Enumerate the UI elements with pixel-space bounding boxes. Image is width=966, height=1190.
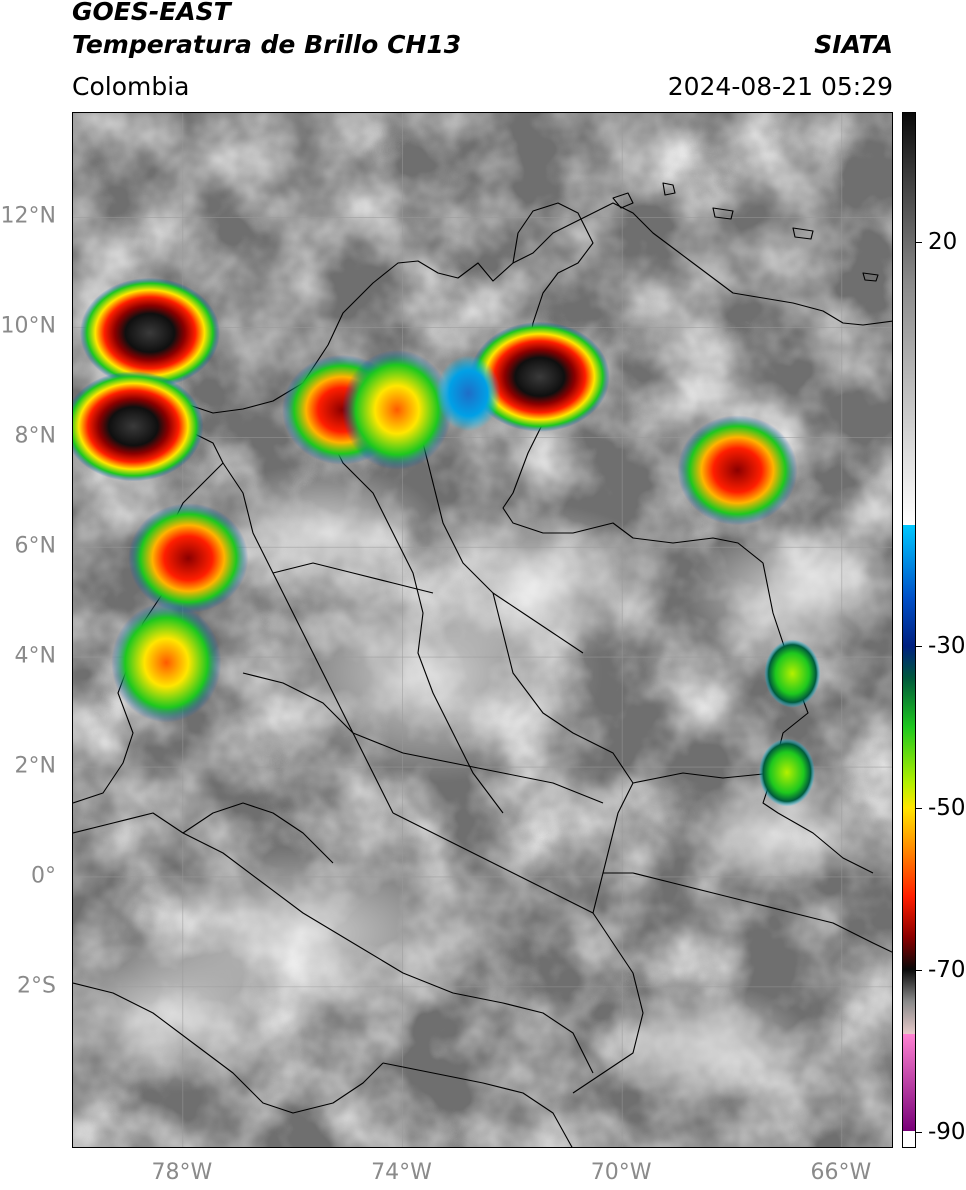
- latitude-label: 8°N: [14, 423, 56, 449]
- colorbar-tick-label: -90: [928, 1118, 966, 1145]
- latitude-label: 0°: [31, 863, 56, 889]
- convective-cell: [677, 415, 798, 526]
- latitude-label: 4°N: [14, 643, 56, 669]
- datetime-label: 2024-08-21 05:29: [667, 72, 893, 101]
- south-outline: [382, 1062, 573, 1147]
- ecuador-border: [73, 982, 384, 1114]
- internal-dept-6: [392, 812, 594, 914]
- product-title: Temperatura de Brillo CH13: [72, 30, 462, 59]
- colorbar: [902, 112, 916, 1148]
- graticule: [73, 113, 892, 1147]
- colorbar-tick-label: -50: [928, 795, 966, 822]
- latitude-label: 12°N: [0, 203, 56, 229]
- colorbar-tick-mark: [916, 646, 922, 648]
- convective-cell: [469, 321, 610, 432]
- convective-cell: [73, 371, 204, 482]
- amazon-border: [603, 872, 892, 953]
- internal-dept-7: [272, 562, 434, 594]
- colorbar-tick-label: -70: [928, 956, 966, 983]
- peru-border: [73, 812, 594, 1074]
- convective-cell: [79, 277, 220, 388]
- convective-cell: [436, 355, 501, 432]
- internal-dept-5: [352, 732, 604, 804]
- boundaries: [73, 182, 892, 1147]
- caribbean-coast: [73, 202, 892, 432]
- satellite-map[interactable]: [72, 112, 893, 1148]
- internal-dept-8: [242, 672, 354, 734]
- convective-cells: [73, 277, 821, 807]
- convective-cell: [764, 639, 821, 708]
- convective-cell: [758, 738, 815, 807]
- latitude-label: 2°N: [14, 753, 56, 779]
- colorbar-tick-label: 20: [928, 228, 958, 255]
- colorbar-tick-mark: [916, 241, 922, 243]
- latitude-label: 2°S: [17, 973, 56, 999]
- internal-dept-1: [222, 462, 394, 814]
- region-label: Colombia: [72, 72, 190, 101]
- convective-cell: [128, 503, 249, 614]
- longitude-label: 78°W: [151, 1160, 213, 1185]
- organization-label: SIATA: [814, 30, 893, 59]
- longitude-label: 70°W: [590, 1160, 652, 1185]
- colorbar-tick-mark: [916, 969, 922, 971]
- latitude-label: 6°N: [14, 533, 56, 559]
- convective-cell: [111, 602, 222, 723]
- map-svg: [73, 113, 892, 1147]
- cloud-bands: [73, 463, 892, 1103]
- colorbar-tick-mark: [916, 1131, 922, 1133]
- internal-dept-9: [182, 802, 334, 864]
- longitude-label: 74°W: [371, 1160, 432, 1185]
- venezuela-border: [502, 377, 874, 874]
- satellite-title: GOES-EAST: [72, 0, 231, 26]
- colorbar-tick-mark: [916, 808, 922, 810]
- islands: [612, 182, 879, 282]
- longitude-label: 66°W: [810, 1160, 872, 1185]
- convective-cell: [342, 349, 453, 470]
- internal-dept-4: [492, 592, 634, 784]
- colorbar-tick-label: -30: [928, 633, 966, 660]
- latitude-label: 10°N: [0, 313, 56, 339]
